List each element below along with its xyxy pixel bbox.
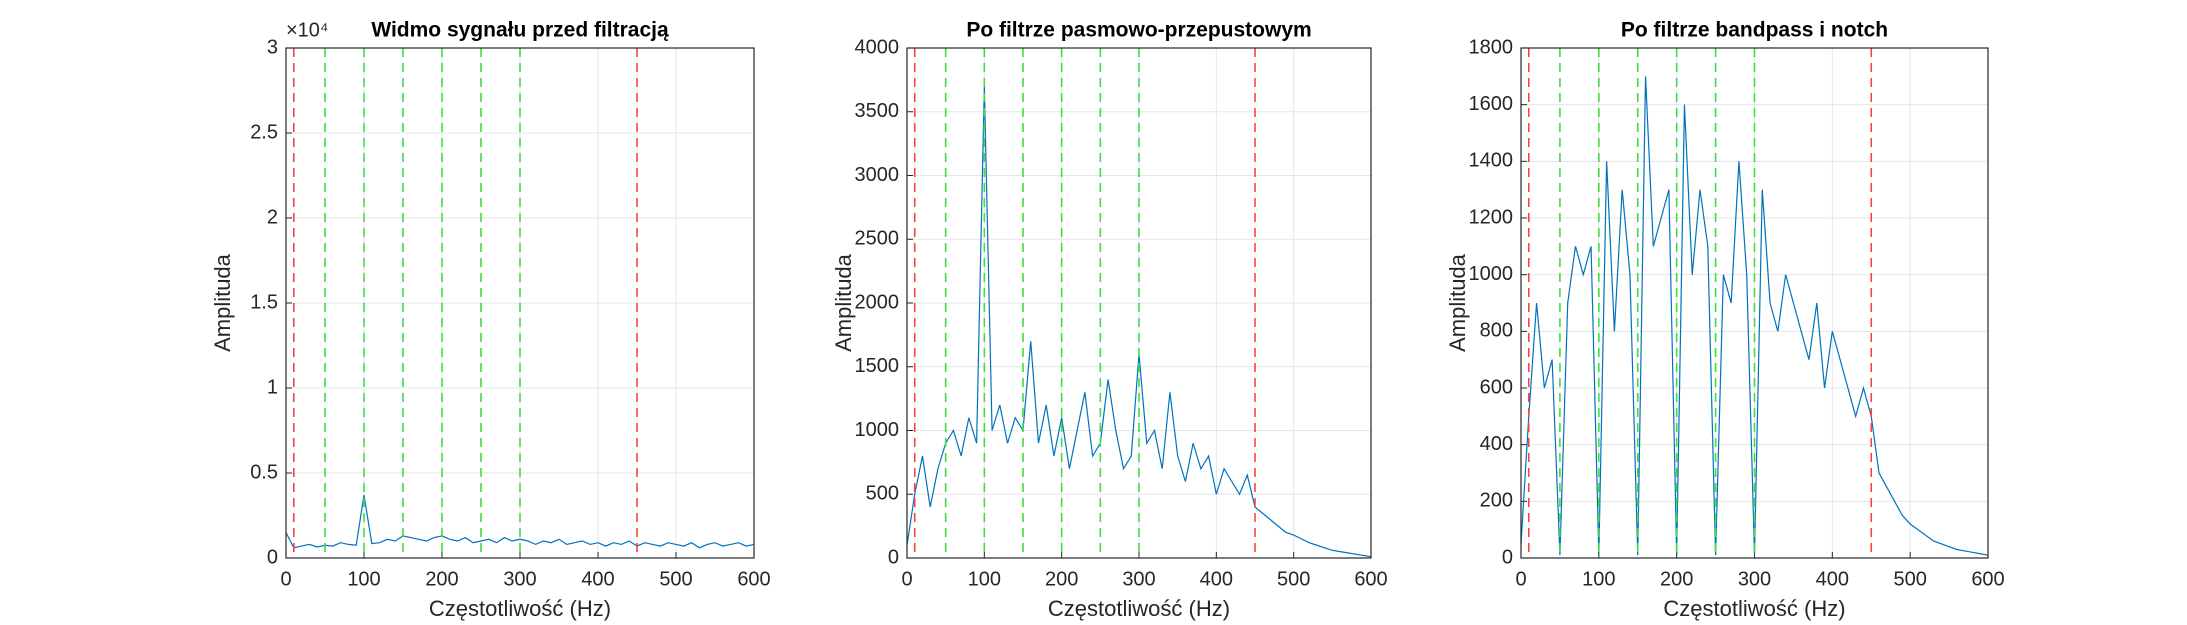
y-tick-label: 1400 [1469,150,1514,172]
x-tick-label: 100 [968,568,1001,590]
y-tick-label: 1500 [855,355,900,377]
x-tick-label: 600 [1354,568,1387,590]
y-tick-label: 3500 [855,100,900,122]
x-tick-label: 0 [901,568,912,590]
x-tick-label: 400 [1200,568,1233,590]
x-tick-label: 300 [503,568,536,590]
x-tick-label: 500 [659,568,692,590]
y-axis-label: Amplituda [831,253,856,352]
x-tick-label: 500 [1893,568,1926,590]
axes-box [1520,47,1989,559]
chart-title: Po filtrze bandpass i notch [1621,19,1888,42]
x-axis-label: Częstotliwość (Hz) [429,596,611,621]
x-tick-label: 200 [1660,568,1693,590]
y-tick-label: 1800 [1469,36,1514,58]
x-tick-label: 100 [1582,568,1615,590]
y-tick-label: 400 [1480,433,1513,455]
x-tick-label: 600 [1971,568,2004,590]
subplot: 0 200 400 600 800 1000 1200 1400 1600 1800 0 100 200… [1445,19,2005,621]
y-tick-label: 3000 [855,164,900,186]
y-exponent-label: ×10⁴ [286,19,329,41]
y-tick-label: 500 [866,483,899,505]
y-tick-label: 0.5 [250,461,278,483]
x-tick-label: 400 [1816,568,1849,590]
x-tick-label: 100 [347,568,380,590]
y-tick-label: 4000 [855,36,900,58]
y-axis-label: Amplituda [210,253,235,352]
subplot: 0 0.5 1 1.5 2 2.5 3 0 100 200 300 400 500 600 Widmo sy… [210,19,771,621]
y-tick-label: 1 [267,376,278,398]
subplot: 0 500 1000 1500 2000 2500 3000 3500 4000 0 100 200 3… [831,19,1388,621]
chart-title: Po filtrze pasmowo-przepustowym [966,19,1311,42]
spectrum-line [285,495,755,549]
x-tick-label: 0 [1515,568,1526,590]
y-tick-label: 0 [888,546,899,568]
y-tick-label: 2.5 [250,121,278,143]
y-tick-label: 1000 [855,419,900,441]
axes-box [285,47,755,559]
y-tick-label: 1200 [1469,206,1514,228]
y-tick-label: 0 [267,546,278,568]
y-tick-label: 2500 [855,228,900,250]
chart-title: Widmo sygnału przed filtracją [371,19,669,42]
y-tick-label: 1.5 [250,291,278,313]
y-tick-label: 1600 [1469,93,1514,115]
y-tick-label: 200 [1480,490,1513,512]
y-tick-label: 800 [1480,320,1513,342]
x-axis-label: Częstotliwość (Hz) [1663,596,1845,621]
spectrum-line [1520,76,1989,556]
y-tick-label: 600 [1480,376,1513,398]
x-tick-label: 0 [280,568,291,590]
y-tick-label: 3 [267,36,278,58]
x-tick-label: 300 [1738,568,1771,590]
x-tick-label: 500 [1277,568,1310,590]
x-tick-label: 600 [737,568,770,590]
y-axis-label: Amplituda [1445,253,1470,352]
y-tick-label: 2000 [855,291,900,313]
y-tick-label: 0 [1502,546,1513,568]
y-tick-label: 2 [267,206,278,228]
x-tick-label: 400 [581,568,614,590]
x-tick-label: 300 [1122,568,1155,590]
y-tick-label: 1000 [1469,263,1514,285]
axes-box [906,47,1372,559]
x-tick-label: 200 [1045,568,1078,590]
x-axis-label: Częstotliwość (Hz) [1048,596,1230,621]
x-tick-label: 200 [425,568,458,590]
